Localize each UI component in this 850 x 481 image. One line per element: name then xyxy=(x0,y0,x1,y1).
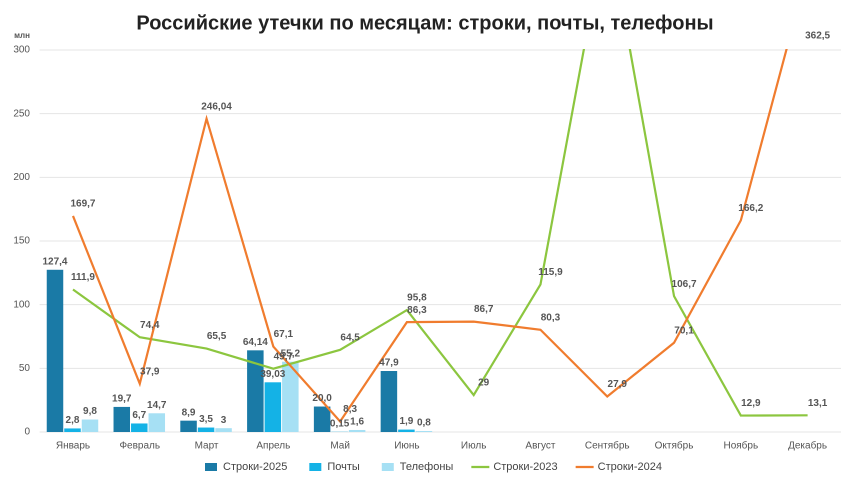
bar xyxy=(247,350,264,432)
value-label: 29 xyxy=(478,378,490,389)
bar xyxy=(398,429,415,432)
value-label: 111,9 xyxy=(71,272,95,283)
value-label: 6,7 xyxy=(132,410,146,421)
x-tick-label: Ноябрь xyxy=(723,440,758,452)
bar xyxy=(46,269,64,432)
bar xyxy=(180,420,197,432)
legend-swatch xyxy=(309,463,322,471)
y-tick-label: 100 xyxy=(13,299,30,310)
value-label: 95,8 xyxy=(407,293,427,304)
y-tick-label: 200 xyxy=(13,172,30,183)
value-label: 127,4 xyxy=(42,256,67,267)
bar xyxy=(113,406,131,432)
value-label: 55,2 xyxy=(281,348,301,359)
x-tick-label: Декабрь xyxy=(788,440,827,452)
y-tick-label: 250 xyxy=(13,108,30,119)
value-label: 3 xyxy=(221,415,227,426)
line xyxy=(71,49,788,424)
x-tick-label: Июнь xyxy=(394,441,419,452)
value-label: 169,7 xyxy=(70,199,95,210)
legend-label: Почты xyxy=(327,461,360,473)
y-tick-label: 150 xyxy=(13,236,30,247)
value-label: 362,5 xyxy=(805,31,830,42)
x-tick-label: Февраль xyxy=(119,441,160,452)
bar xyxy=(64,428,81,432)
y-unit: млн xyxy=(14,31,30,40)
x-tick-label: Сентябрь xyxy=(585,440,630,452)
value-label: 86,7 xyxy=(474,304,494,315)
value-label: 86,3 xyxy=(407,305,427,316)
value-label: 13,1 xyxy=(808,398,828,409)
x-tick-label: Апрель xyxy=(256,441,290,452)
legend-swatch xyxy=(381,463,394,471)
legend-swatch xyxy=(205,463,217,471)
value-label: 49,7 xyxy=(274,351,294,362)
legend-label: Строки-2024 xyxy=(598,461,662,473)
value-label: 67,1 xyxy=(274,329,294,340)
bar xyxy=(215,428,232,432)
value-label: 65,5 xyxy=(207,331,227,342)
value-label: 12,9 xyxy=(741,398,761,409)
value-label: 246,04 xyxy=(201,101,232,112)
y-tick-label: 0 xyxy=(24,427,30,438)
bar xyxy=(348,429,366,432)
bar xyxy=(264,382,282,432)
bar xyxy=(81,419,99,432)
value-label: 27,9 xyxy=(608,379,628,390)
value-label: 1,6 xyxy=(350,417,364,428)
value-label: 14,7 xyxy=(147,400,167,411)
value-label: 8,9 xyxy=(182,407,196,418)
value-label: 0,15 xyxy=(330,418,350,429)
x-tick-label: Май xyxy=(330,441,350,452)
value-label: 37,9 xyxy=(140,366,160,377)
value-label: 3,5 xyxy=(199,414,213,425)
bar xyxy=(313,406,331,432)
value-label: 19,7 xyxy=(112,394,132,405)
line xyxy=(72,49,808,417)
value-label: 2,8 xyxy=(66,415,80,426)
value-label: 80,3 xyxy=(541,312,561,323)
value-label: 74,4 xyxy=(140,320,160,331)
chart-title: Российские утечки по месяцам: строки, по… xyxy=(136,12,713,34)
value-label: 64,5 xyxy=(340,333,360,344)
legend-label: Строки-2025 xyxy=(223,461,287,473)
legend-label: Строки-2023 xyxy=(493,461,557,473)
value-label: 1,9 xyxy=(399,416,413,427)
value-label: 9,8 xyxy=(83,406,97,417)
bar xyxy=(282,361,299,432)
value-label: 166,2 xyxy=(738,203,763,214)
value-label: 8,3 xyxy=(343,404,357,415)
value-label: 39,03 xyxy=(260,369,285,380)
value-label: 0,8 xyxy=(417,418,431,429)
x-tick-label: Январь xyxy=(56,441,90,452)
bar xyxy=(415,430,433,432)
value-label: 20,0 xyxy=(312,393,332,404)
x-tick-label: Октябрь xyxy=(655,440,694,452)
value-label: 70,1 xyxy=(674,325,694,336)
value-label: 115,9 xyxy=(538,267,563,278)
x-tick-label: Август xyxy=(525,441,556,452)
bar xyxy=(197,427,215,432)
y-tick-label: 300 xyxy=(13,45,30,56)
x-tick-label: Июль xyxy=(461,441,487,452)
value-label: 106,7 xyxy=(672,279,697,290)
bar xyxy=(131,423,148,432)
x-tick-label: Март xyxy=(195,441,219,452)
value-label: 47,9 xyxy=(379,358,399,369)
bar xyxy=(380,371,398,432)
legend-label: Телефоны xyxy=(400,461,454,473)
y-tick-label: 50 xyxy=(19,363,31,374)
bar xyxy=(148,413,166,432)
value-label: 64,14 xyxy=(243,337,268,348)
